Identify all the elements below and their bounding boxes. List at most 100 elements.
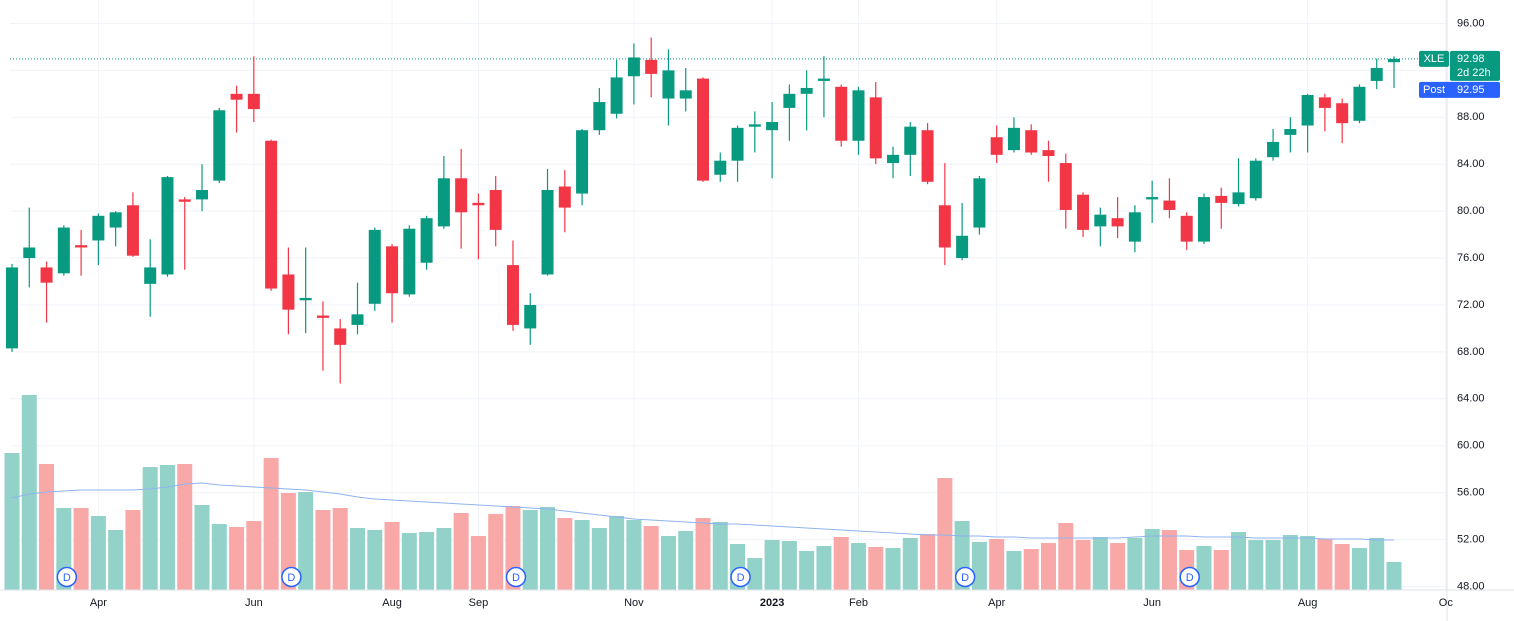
dividend-circle [56, 566, 78, 588]
x-tick-label: Nov [624, 597, 644, 609]
candle-body [316, 315, 329, 318]
candle-body [938, 205, 951, 248]
candle-body [351, 314, 364, 325]
candle-body [230, 93, 243, 100]
volume-bar [332, 508, 348, 590]
candle-body [144, 267, 157, 284]
y-tick-label: 80.00 [1457, 205, 1485, 217]
candle-body [1094, 214, 1107, 227]
candle-body [213, 110, 226, 181]
volume-bar [781, 541, 797, 590]
volume-bar [1196, 546, 1212, 590]
volume-bar [1265, 540, 1281, 590]
candle-body [506, 265, 519, 325]
volume-bar [609, 516, 625, 590]
grid [10, 0, 1447, 590]
volume-bar [194, 505, 210, 590]
candle-body [126, 205, 139, 256]
candle-body [178, 199, 191, 202]
volume-bar [1110, 543, 1126, 590]
volume-bar [937, 478, 953, 590]
post-label: Post [1423, 84, 1445, 96]
volume-bar [1369, 538, 1385, 590]
candle-body [6, 267, 18, 349]
candle-body [282, 274, 295, 310]
dividend-circle [730, 566, 751, 588]
candle-body [1267, 141, 1280, 158]
dividend-marker: D [281, 566, 302, 588]
candle-body [109, 212, 122, 228]
volume-bar [263, 458, 279, 590]
dividend-marker: D [56, 566, 78, 588]
volume-bar [557, 518, 573, 590]
candle-body [1284, 129, 1297, 135]
candle-body [541, 190, 554, 275]
volume-bar [367, 530, 383, 590]
volume-bar [90, 516, 106, 590]
volume-bar [229, 527, 245, 590]
volume-bar [350, 528, 365, 590]
candle-body [1336, 103, 1349, 124]
candle-body [1318, 97, 1331, 108]
volume-bar [660, 536, 676, 590]
candle-body [593, 102, 606, 131]
volume-ma-line [11, 482, 1394, 541]
y-tick-label: 56.00 [1457, 487, 1485, 499]
candle-body [662, 70, 675, 99]
candles [6, 37, 1447, 384]
candle-body [92, 215, 105, 241]
volume-bar [1144, 529, 1160, 590]
volume-bar [902, 538, 918, 590]
volume-bar [522, 510, 538, 590]
volume-bar [1386, 562, 1402, 590]
candle-body [956, 235, 969, 259]
candle-body [714, 160, 727, 175]
candle-body [196, 190, 209, 200]
volume-bar [626, 520, 642, 590]
candle-body [1007, 127, 1020, 151]
candle-body [386, 246, 399, 294]
candle-body [817, 78, 830, 81]
candle-body [1370, 68, 1383, 81]
y-tick-label: 48.00 [1457, 580, 1485, 592]
y-tick-label: 64.00 [1457, 393, 1485, 405]
candle-body [1128, 212, 1141, 242]
candle-body [766, 121, 779, 131]
candle-body [869, 97, 882, 159]
dividend-circle [954, 566, 976, 588]
x-tick-label: Apr [988, 597, 1005, 609]
y-tick-label: 88.00 [1457, 111, 1485, 123]
candle-body [1042, 150, 1055, 157]
volume-bar [4, 453, 20, 590]
volume-bar [73, 508, 89, 590]
volume-bar [868, 547, 884, 590]
dividend-circle [1179, 566, 1200, 588]
volume-bar [1023, 549, 1039, 590]
dividend-marker: D [730, 566, 751, 588]
candle-body [420, 218, 433, 263]
dividend-label: D [961, 572, 969, 584]
candle-body [627, 57, 640, 77]
candle-body [697, 78, 709, 181]
volume-bar [1317, 539, 1333, 590]
symbol-label: XLE [1424, 53, 1445, 65]
candle-body [334, 328, 347, 345]
volume-bar [280, 493, 296, 590]
volume-bar [419, 532, 435, 590]
x-tick-label: Aug [1298, 597, 1318, 609]
volume-bar [816, 546, 832, 590]
volume-bar [971, 542, 987, 590]
volume-bar [1300, 536, 1316, 590]
candle-body [437, 178, 450, 227]
x-tick-label: Feb [849, 597, 868, 609]
dividend-label: D [287, 572, 295, 584]
volume-bar [920, 534, 936, 590]
candle-body [973, 178, 986, 228]
last-price-tag [1450, 50, 1500, 81]
volume-bar [1213, 550, 1229, 590]
volume-bar [833, 537, 849, 590]
volume-bar [591, 528, 607, 590]
